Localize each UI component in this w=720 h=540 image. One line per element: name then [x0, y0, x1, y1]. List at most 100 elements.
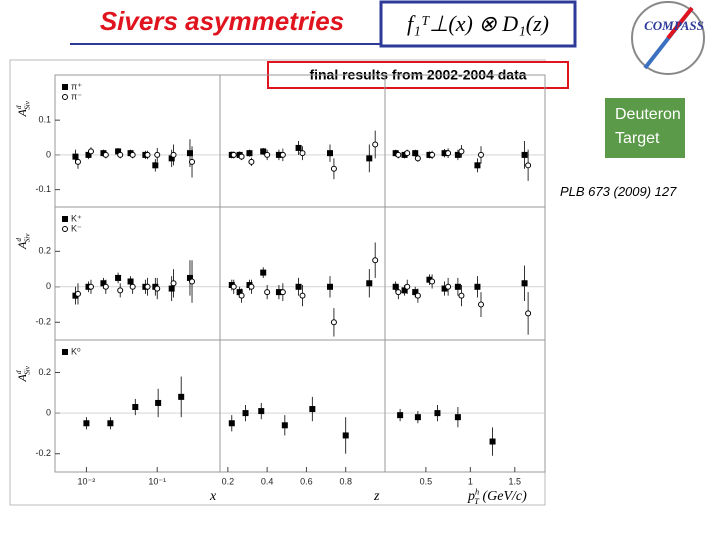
point [238, 292, 245, 299]
point [445, 150, 452, 157]
x-tick-label: 0.8 [339, 476, 352, 486]
point [264, 151, 271, 158]
point [242, 410, 249, 417]
point [489, 438, 496, 445]
plot-frame [9, 59, 546, 506]
x-tick-label: 0.6 [300, 476, 313, 486]
point [397, 412, 404, 419]
axis-label: z [373, 489, 380, 504]
legend-label: π⁻ [71, 91, 82, 101]
x-tick-label: 10⁻² [78, 476, 96, 486]
axis-label-part: (GeV/c) [479, 489, 527, 504]
point [117, 287, 124, 294]
point [366, 280, 373, 287]
x-tick-label: 1 [468, 476, 473, 486]
point [248, 283, 255, 290]
point [87, 148, 94, 155]
target-line: Deuteron [615, 106, 681, 123]
logo-text: COMPASS [644, 18, 704, 33]
point [521, 280, 528, 287]
point [330, 319, 337, 326]
point [129, 151, 136, 158]
point [414, 292, 421, 299]
point [170, 280, 177, 287]
y-tick-label: 0 [46, 407, 51, 417]
point [309, 406, 316, 413]
axis-label-part: h [475, 487, 479, 496]
point [154, 285, 161, 292]
axis-label-part: Siv [24, 100, 32, 110]
legend-marker [62, 216, 68, 222]
point [429, 278, 436, 285]
point [521, 151, 528, 158]
reference: PLB 673 (2009) 127 [560, 184, 677, 199]
y-tick-label: -0.2 [35, 317, 51, 327]
axis-label-part: d [15, 105, 23, 109]
panel [384, 206, 546, 341]
axis-label: x [209, 489, 217, 504]
point [107, 420, 114, 427]
point [395, 289, 402, 296]
point [478, 151, 484, 158]
point [454, 283, 461, 290]
legend-label: K⁰ [71, 346, 81, 356]
point [144, 283, 151, 290]
axis-label-part: T [474, 497, 480, 506]
point [299, 292, 306, 299]
panel [219, 339, 386, 473]
legend-marker [62, 94, 68, 100]
y-tick-label: 0.1 [38, 115, 51, 125]
point [478, 301, 484, 308]
point [525, 310, 532, 317]
point [330, 165, 337, 172]
point [260, 148, 267, 155]
point [87, 283, 94, 290]
point [404, 283, 411, 290]
slide-title: Sivers asymmetries [100, 6, 344, 36]
x-tick-label: 0.2 [222, 476, 235, 486]
point [327, 150, 333, 157]
point [342, 432, 349, 439]
panel [384, 74, 546, 208]
axis-label-part: A [15, 374, 29, 383]
point [414, 414, 421, 421]
point [72, 153, 79, 160]
y-tick-label: -0.2 [35, 448, 51, 458]
legend-label: K⁺ [71, 213, 82, 223]
panel [219, 74, 386, 208]
point [230, 151, 237, 158]
axis-label: ph T (GeV/c) [467, 487, 527, 506]
y-tick-label: 0.2 [38, 246, 51, 256]
y-tick-label: 0.2 [38, 367, 51, 377]
point [474, 162, 481, 169]
point [74, 290, 81, 297]
axis-label: AdSiv [15, 233, 32, 250]
point [189, 158, 196, 165]
logo-needle-tip [666, 6, 694, 40]
point [295, 283, 302, 290]
point [372, 141, 379, 148]
axis-label: AdSiv [15, 100, 32, 117]
panel [219, 206, 386, 341]
point [186, 150, 193, 157]
point [178, 393, 185, 400]
point [429, 151, 436, 158]
point [454, 414, 461, 421]
point [395, 151, 402, 158]
point [170, 151, 177, 158]
point [246, 150, 253, 157]
x-tick-label: 1.5 [509, 476, 522, 486]
point [458, 292, 465, 299]
axis-label: AdSiv [15, 365, 32, 382]
target-line: Target [615, 130, 660, 147]
point [129, 283, 136, 290]
point [102, 283, 109, 290]
y-tick-label: 0 [46, 149, 51, 159]
point [372, 257, 379, 264]
point [74, 158, 81, 165]
axis-label-part: x [209, 489, 217, 504]
point [404, 150, 411, 157]
axis-label-part: Siv [24, 233, 32, 243]
x-tick-label: 10⁻¹ [148, 476, 166, 486]
point [230, 283, 237, 290]
